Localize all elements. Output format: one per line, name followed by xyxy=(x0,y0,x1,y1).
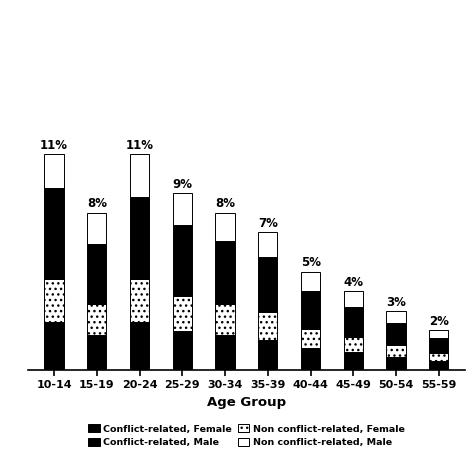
Text: 5%: 5% xyxy=(301,256,320,269)
Bar xyxy=(386,311,406,323)
Bar xyxy=(87,304,107,335)
Bar xyxy=(429,361,448,370)
Text: 2%: 2% xyxy=(429,315,449,328)
Bar xyxy=(429,353,448,361)
Text: 7%: 7% xyxy=(258,217,278,230)
Bar xyxy=(429,338,448,353)
Bar xyxy=(301,291,320,328)
Bar xyxy=(301,348,320,370)
Bar xyxy=(45,279,64,322)
X-axis label: Age Group: Age Group xyxy=(207,396,286,409)
Bar xyxy=(130,154,149,197)
Bar xyxy=(344,291,363,307)
Bar xyxy=(130,197,149,279)
Bar xyxy=(45,154,64,189)
Text: 11%: 11% xyxy=(126,138,154,152)
Bar xyxy=(173,296,192,331)
Text: 9%: 9% xyxy=(173,178,192,191)
Bar xyxy=(173,193,192,225)
Bar xyxy=(87,244,107,304)
Bar xyxy=(344,307,363,337)
Bar xyxy=(258,257,277,312)
Text: 4%: 4% xyxy=(343,276,364,289)
Bar xyxy=(258,312,277,339)
Bar xyxy=(87,213,107,244)
Text: 11%: 11% xyxy=(40,138,68,152)
Bar xyxy=(173,225,192,296)
Bar xyxy=(258,232,277,257)
Text: 3%: 3% xyxy=(386,295,406,309)
Bar xyxy=(216,241,235,304)
Text: 8%: 8% xyxy=(87,198,107,210)
Bar xyxy=(386,357,406,370)
Bar xyxy=(344,353,363,370)
Bar xyxy=(173,331,192,370)
Bar xyxy=(130,322,149,370)
Bar xyxy=(429,330,448,338)
Bar xyxy=(130,279,149,322)
Text: 8%: 8% xyxy=(215,198,235,210)
Bar xyxy=(344,337,363,353)
Bar xyxy=(216,304,235,335)
Bar xyxy=(45,322,64,370)
Bar xyxy=(301,328,320,348)
Bar xyxy=(301,272,320,291)
Bar xyxy=(386,323,406,345)
Bar xyxy=(87,335,107,370)
Bar xyxy=(386,345,406,357)
Bar xyxy=(258,339,277,370)
Bar xyxy=(45,189,64,279)
Bar xyxy=(216,335,235,370)
Bar xyxy=(216,213,235,241)
Legend: Conflict-related, Female, Conflict-related, Male, Non conflict-related, Female, : Conflict-related, Female, Conflict-relat… xyxy=(85,421,408,450)
